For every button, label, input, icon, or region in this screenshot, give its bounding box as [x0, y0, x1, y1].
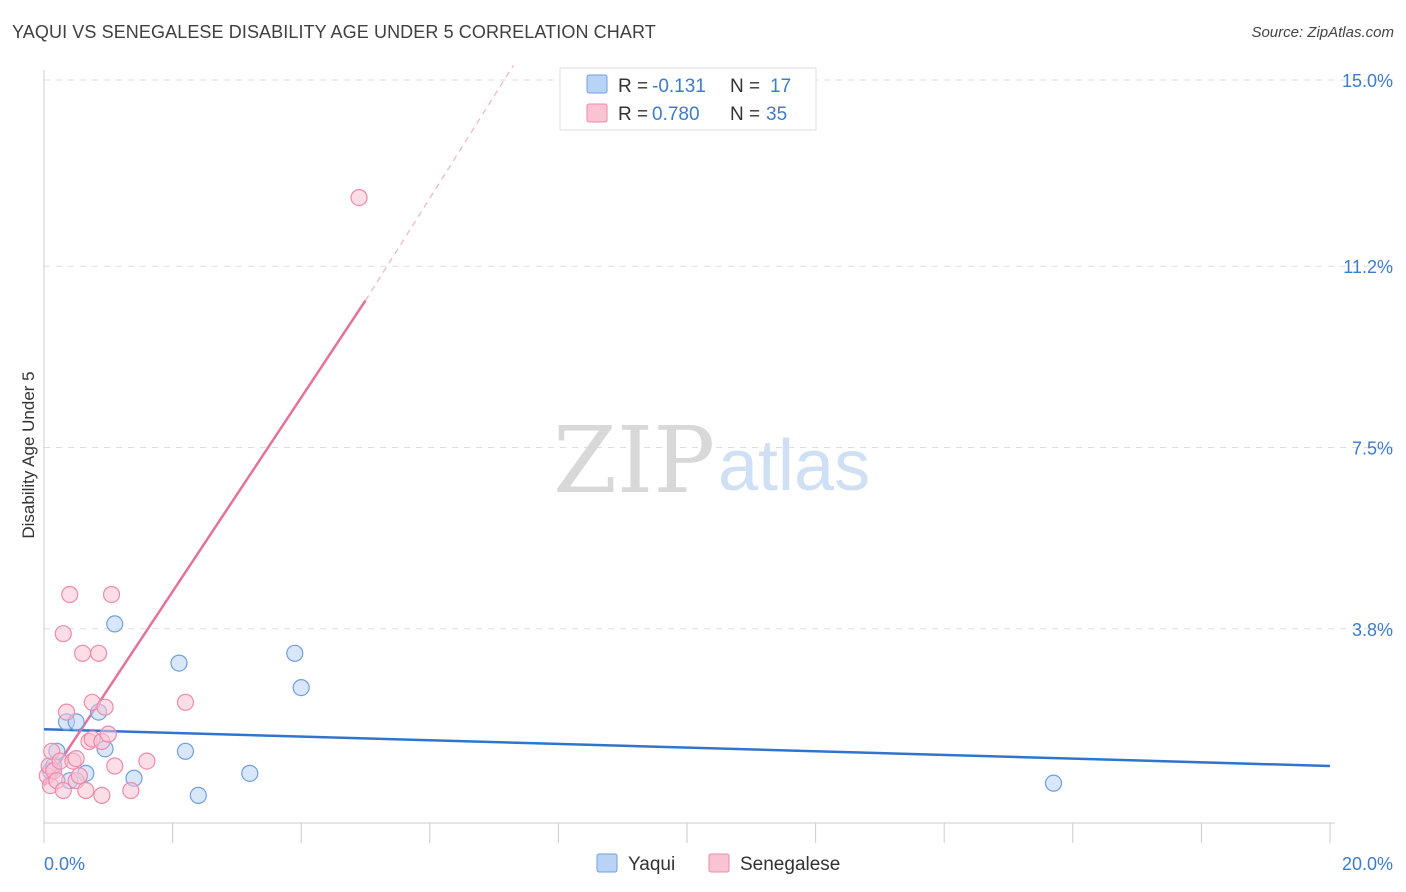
x-tick-label-start: 0.0%: [44, 854, 85, 874]
grid: [44, 79, 1393, 630]
senegalese-point: [73, 644, 92, 662]
senegalese-point: [138, 752, 156, 770]
yaqui-point: [241, 764, 259, 782]
legend-n-label-senegalese: N =: [730, 104, 760, 125]
senegalese-point: [67, 750, 85, 768]
y-tick-label: 15.0%: [1342, 71, 1393, 91]
yaqui-point: [1044, 774, 1063, 792]
legend-n-value-yaqui: 17: [770, 76, 791, 97]
y-tick-label: 11.2%: [1343, 257, 1393, 277]
legend-n-label-yaqui: N =: [730, 76, 760, 97]
senegalese-point: [106, 757, 124, 775]
series-legend: Yaqui Senegalese: [596, 853, 840, 875]
y-axis-label: Disability Age Under 5: [19, 371, 38, 538]
source-label: Source: ZipAtlas.com: [1251, 24, 1394, 41]
senegalese-point: [54, 625, 72, 643]
senegalese-point: [70, 767, 88, 785]
senegalese-trend-extension: [364, 64, 514, 301]
senegalese-point: [61, 585, 79, 604]
legend-r-label-senegalese: R =: [618, 104, 648, 125]
senegalese-point: [90, 644, 108, 662]
x-minor-ticks: [43, 823, 1331, 843]
yaqui-point: [189, 786, 207, 805]
yaqui-point: [176, 742, 195, 760]
y-tick-label: 7.5%: [1352, 439, 1393, 459]
x-tick-label-end: 20.0%: [1342, 854, 1393, 874]
senegalese-point: [93, 786, 111, 805]
watermark-zip: ZIP: [553, 407, 715, 514]
y-tick-labels: 3.8% 7.5% 11.2% 15.0%: [1342, 71, 1393, 640]
legend-r-value-senegalese: 0.780: [652, 104, 700, 125]
data-points: [38, 189, 1063, 805]
y-tick-label: 3.8%: [1352, 620, 1393, 640]
series-legend-label-yaqui: Yaqui: [628, 854, 675, 875]
senegalese-point: [102, 585, 121, 604]
legend-n-value-senegalese: 35: [766, 104, 787, 125]
yaqui-point: [292, 678, 310, 697]
watermark-atlas: atlas: [718, 426, 870, 506]
series-legend-swatch-senegalese: [708, 853, 730, 873]
senegalese-point: [77, 781, 95, 800]
series-legend-label-senegalese: Senegalese: [740, 854, 840, 875]
yaqui-point: [286, 644, 304, 662]
legend-r-label-yaqui: R =: [618, 76, 648, 97]
chart-title: YAQUI VS SENEGALESE DISABILITY AGE UNDER…: [12, 22, 656, 42]
stats-legend: R = -0.131 N = 17 R = 0.780 N = 35: [559, 67, 817, 131]
yaqui-point: [170, 654, 188, 672]
legend-swatch-senegalese: [586, 103, 608, 123]
senegalese-point: [99, 725, 117, 743]
yaqui-point: [106, 615, 124, 633]
senegalese-point: [176, 693, 195, 711]
senegalese-point: [96, 698, 114, 716]
x-tick-labels: 0.0% 20.0%: [44, 854, 1393, 874]
senegalese-point: [57, 703, 76, 721]
legend-swatch-yaqui: [586, 74, 608, 94]
senegalese-point: [122, 781, 140, 800]
senegalese-point: [350, 189, 368, 207]
senegalese-point: [54, 781, 72, 800]
series-legend-swatch-yaqui: [596, 853, 618, 873]
legend-r-value-yaqui: -0.131: [652, 76, 706, 97]
yaqui-trend-line: [43, 728, 1331, 768]
